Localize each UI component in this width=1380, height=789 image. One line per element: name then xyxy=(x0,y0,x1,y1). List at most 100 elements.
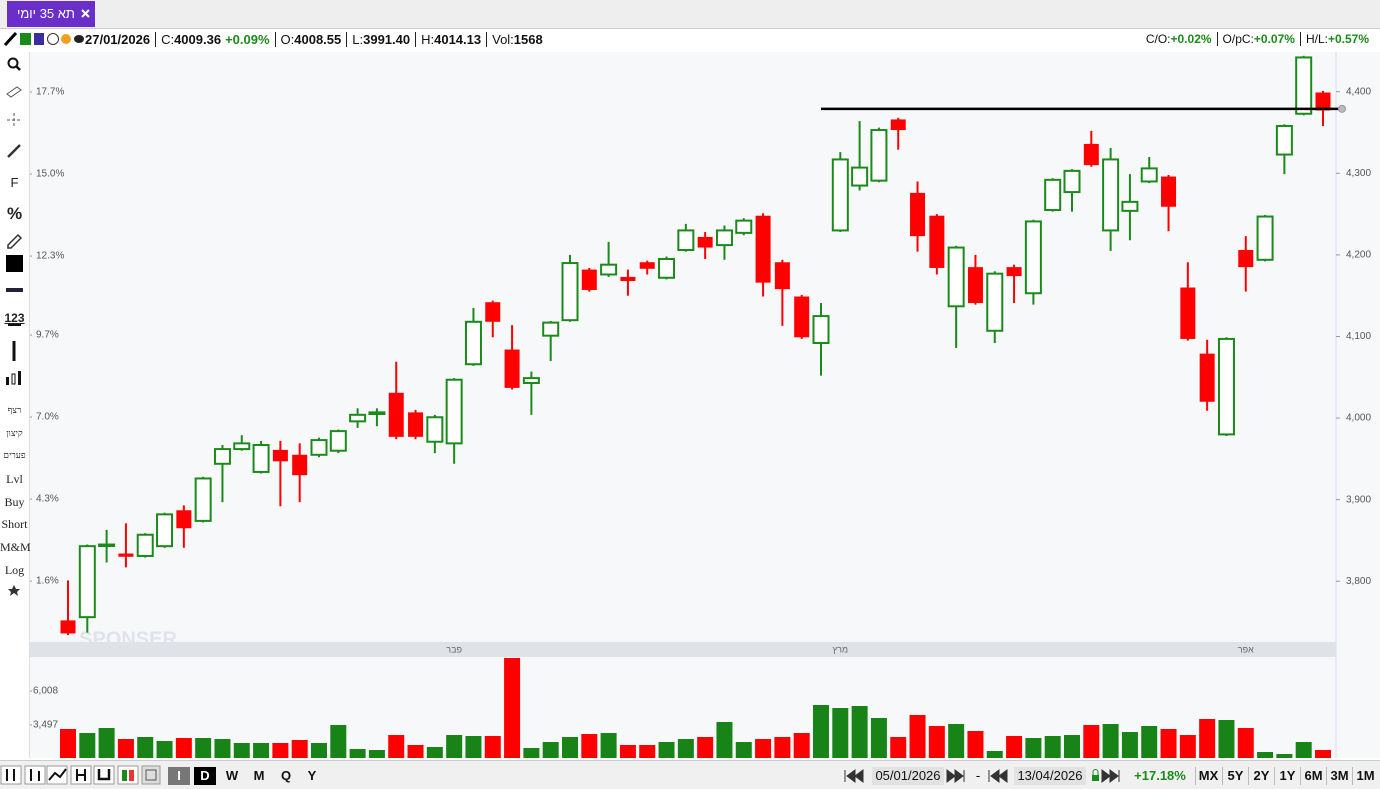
candle-body xyxy=(1275,124,1293,156)
field-label: L: xyxy=(352,32,364,47)
candle-body xyxy=(1083,143,1099,166)
tool-label[interactable]: % xyxy=(6,204,23,223)
header: 27/01/2026 C:4009.36 +0.09% O:4008.55 L:3991… xyxy=(0,29,1380,51)
tool-label[interactable]: Lvl xyxy=(6,472,23,486)
range-separator: - xyxy=(975,768,981,783)
header-ratio: C/O:+0.02% xyxy=(1146,32,1217,46)
x-tick-label: מרץ xyxy=(833,644,849,654)
y-tick-label: 4,100 xyxy=(1346,331,1371,342)
volume-bar xyxy=(1257,752,1274,758)
header-ratios: C/O:+0.02% O/pC:+0.07% H/L:+0.57% xyxy=(1146,32,1374,46)
tool-label[interactable]: קיצון xyxy=(6,428,23,438)
range-to[interactable]: 13/04/2026 xyxy=(1014,767,1086,785)
footer-icons xyxy=(0,765,161,785)
range-change: +17.18% xyxy=(1134,768,1186,783)
candle-body xyxy=(620,276,636,282)
volume-bar xyxy=(60,728,76,758)
period-button[interactable]: Q xyxy=(280,768,292,783)
period-button[interactable]: M xyxy=(253,768,265,783)
volume-bar xyxy=(716,721,733,758)
volume-bar xyxy=(619,745,636,758)
volume-bar xyxy=(291,740,308,758)
volume-tick-label: 6,008 xyxy=(33,686,58,697)
price-axis xyxy=(1336,52,1380,758)
ratio-value: +0.07% xyxy=(1253,32,1295,46)
candle-body xyxy=(870,129,888,182)
tab[interactable]: תא 35 יומי xyxy=(7,1,95,27)
volume-bar xyxy=(98,728,115,758)
span-button[interactable]: MX xyxy=(1195,767,1221,785)
tool-label[interactable]: M&M xyxy=(0,540,31,554)
tool-label[interactable]: רצף xyxy=(7,405,22,415)
candle-body xyxy=(890,119,906,131)
y2-tick-label: 9.7% xyxy=(36,330,59,341)
candle-body xyxy=(1063,169,1081,194)
candle-body xyxy=(755,215,771,283)
candle-body xyxy=(233,442,251,451)
y2-tick-label: 7.0% xyxy=(36,412,59,423)
span-button[interactable]: 1Y xyxy=(1274,767,1300,785)
candle-body xyxy=(1199,353,1215,402)
span-button[interactable]: 1M xyxy=(1352,767,1378,785)
range-from[interactable]: 05/01/2026 xyxy=(872,767,944,785)
volume-bar xyxy=(1064,735,1080,758)
candle-body xyxy=(445,378,463,445)
candle-body xyxy=(194,477,212,522)
volume-bar xyxy=(1276,754,1293,758)
candle-body xyxy=(118,553,134,557)
y2-tick-label: 4.3% xyxy=(36,494,59,505)
volume-bar xyxy=(1237,728,1254,758)
period-button[interactable]: I xyxy=(168,767,190,785)
span-button[interactable]: 2Y xyxy=(1248,767,1274,785)
volume-bar xyxy=(948,723,965,758)
period-button[interactable]: D xyxy=(194,767,216,785)
close-icon[interactable] xyxy=(81,9,90,18)
candle-body xyxy=(658,257,676,279)
candle-body xyxy=(1295,56,1313,115)
tool-label[interactable]: Log xyxy=(4,563,25,577)
period-button[interactable]: W xyxy=(225,768,239,783)
candle-body xyxy=(78,545,96,619)
tool-icons xyxy=(6,57,23,596)
volume-bar xyxy=(1006,735,1023,758)
candle-body xyxy=(1256,215,1274,261)
span-button[interactable]: 6M xyxy=(1300,767,1326,785)
y-tick-label: 4,000 xyxy=(1346,413,1371,424)
candle-body xyxy=(774,262,790,290)
y-tick-label: 4,200 xyxy=(1346,250,1371,261)
candle-body xyxy=(794,296,810,338)
field-label: H: xyxy=(421,32,435,47)
candle-body xyxy=(831,158,849,232)
span-button[interactable]: 5Y xyxy=(1222,767,1248,785)
candle-body xyxy=(1121,200,1139,212)
tool-label[interactable]: פערים xyxy=(3,450,26,460)
volume-bar xyxy=(1160,728,1177,758)
candle-body xyxy=(1315,92,1331,111)
tab-bar: תא 35 יומי xyxy=(0,0,1380,29)
tool-label[interactable]: Buy xyxy=(4,495,25,509)
candle-body xyxy=(272,449,288,462)
volume-bar xyxy=(465,735,482,758)
volume-bar xyxy=(504,658,521,758)
tool-label[interactable]: Short xyxy=(1,517,28,531)
candle-body xyxy=(1180,287,1196,339)
volume-bar xyxy=(311,742,327,758)
volume-bar xyxy=(677,739,694,758)
volume-bar xyxy=(407,745,424,758)
tool-label[interactable]: F xyxy=(10,175,19,190)
period-button[interactable]: Y xyxy=(307,768,317,783)
volume-bar xyxy=(639,745,656,758)
watermark: SPONSER xyxy=(79,628,177,650)
candle-body xyxy=(561,262,579,322)
candle-body xyxy=(639,262,655,269)
span-button[interactable]: 3M xyxy=(1326,767,1352,785)
volume-bar xyxy=(1025,738,1042,758)
volume-bar xyxy=(1083,725,1100,758)
tool-label[interactable]: 123 xyxy=(4,311,25,325)
candle-body xyxy=(1024,220,1042,295)
candle-body xyxy=(426,416,444,443)
volume-bar xyxy=(581,734,598,758)
candle-body xyxy=(715,229,733,247)
volume-bar xyxy=(1141,726,1158,758)
candle-body xyxy=(812,315,830,345)
